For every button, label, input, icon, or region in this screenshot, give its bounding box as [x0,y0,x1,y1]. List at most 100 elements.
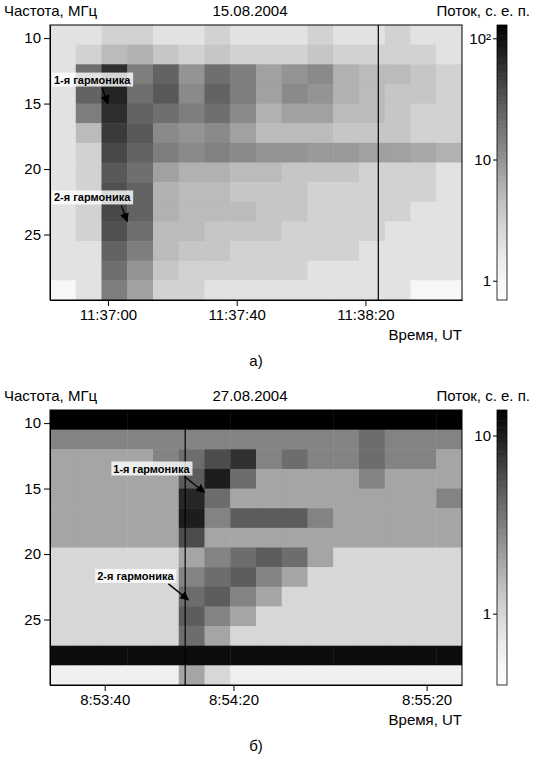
spectrum-cell [282,489,308,509]
spectrum-cell [230,64,256,84]
colorbar-step [497,77,507,81]
panel: 11:37:0011:37:4011:38:201015202511010²Ча… [4,2,530,369]
y-axis-title: Частота, МГц [4,387,98,404]
colorbar-step [497,661,507,665]
spectrum-cell [127,508,153,528]
colorbar-step [497,506,507,510]
spectrum-cell [385,587,411,607]
colorbar-step [497,482,507,486]
spectrum-cell [205,489,231,509]
spectrum-cell [50,469,76,489]
colorbar-step [497,293,507,297]
spectrum-cell [308,626,334,646]
spectrum-cell [359,528,385,548]
colorbar-step [497,520,507,524]
spectrum-cell [205,280,231,300]
spectrum-cell [179,489,205,509]
spectrum-cell [205,626,231,646]
spectrum-cell [102,25,128,45]
spectrum-cell [153,45,179,65]
spectrum-cell [127,45,153,65]
spectrum-cell [282,25,308,45]
spectrum-cell [308,64,334,84]
spectrum-cell [50,241,76,261]
colorbar-step [497,417,507,421]
spectrum-cell [256,163,282,183]
spectrum-cell [359,606,385,626]
spectrum-cell [102,241,128,261]
spectrum-cell [436,202,462,222]
spectrum-cell [230,646,256,666]
spectrum-cell [333,143,359,163]
colorbar-step [497,633,507,637]
spectrum-cell [308,221,334,241]
colorbar-step [497,444,507,448]
spectrum-cell [282,221,308,241]
spectrum-cell [282,626,308,646]
spectrum-cell [282,430,308,450]
spectrum-cell [411,202,437,222]
plot-area [50,410,462,685]
spectrum-cell [359,449,385,469]
colorbar-step [497,413,507,417]
spectrum-cell [205,646,231,666]
y-tick-line [44,489,50,490]
spectrum-cell [385,508,411,528]
x-tick: 11:37:00 [80,300,137,323]
spectrum-cell [76,261,102,281]
spectrum-cell [179,280,205,300]
colorbar-step [497,668,507,672]
colorbar-step [497,493,507,497]
spectrum-cell [102,508,128,528]
spectrum-cell [411,221,437,241]
y-tick-line [44,620,50,621]
spectrum-cell [385,665,411,685]
colorbar-step [497,28,507,32]
panel-label: а) [249,352,262,369]
spectrum-cell [205,261,231,281]
spectrum-cell [102,163,128,183]
spectrum-cell [411,430,437,450]
spectrum-cell [411,64,437,84]
spectrum-cell [153,64,179,84]
x-tick-label: 11:37:00 [80,306,137,323]
y-axis: 10152025 [24,26,50,301]
spectrum-cell [102,280,128,300]
colorbar-step [497,94,507,98]
spectrum-cell [333,221,359,241]
spectrum-cell [205,45,231,65]
spectrum-cell [102,489,128,509]
spectrum-cell [282,163,308,183]
spectrum-cell [179,567,205,587]
spectrum-cell [411,163,437,183]
spectrum-cell [102,123,128,143]
colorbar-step [497,647,507,651]
spectrum-cell [411,665,437,685]
y-tick-line [44,169,50,170]
colorbar-step [497,603,507,607]
colorbar-step [497,558,507,562]
spectrum-cell [102,143,128,163]
colorbar-step [497,193,507,197]
colorbar-tick-label: 1 [483,605,491,622]
spectrum-cell [282,646,308,666]
spectrum-cell [230,182,256,202]
spectrum-cell [76,45,102,65]
spectrum-cell [436,626,462,646]
spectrum-cell [50,606,76,626]
colorbar-step [497,176,507,180]
spectrum-cell [308,606,334,626]
spectrum-cell [282,84,308,104]
colorbar-step [497,609,507,613]
colorbar-step [497,420,507,424]
colorbar-step [497,513,507,517]
colorbar-step [497,434,507,438]
spectrum-cell [436,45,462,65]
spectrum-cell [333,261,359,281]
colorbar-step [497,276,507,280]
spectrum-cell [179,64,205,84]
spectrum-cell [385,221,411,241]
time-marker [185,410,186,685]
y-tick-line [44,235,50,236]
colorbar-step [497,551,507,555]
